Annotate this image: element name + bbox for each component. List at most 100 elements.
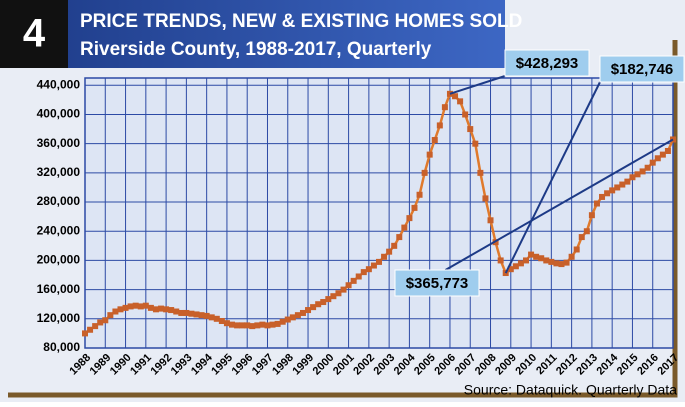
marker [325,296,332,303]
label-box [504,49,590,77]
marker [178,309,185,316]
marker [158,305,165,312]
marker [147,304,154,311]
marker [274,320,281,327]
marker [538,255,545,262]
marker [381,253,388,260]
marker [386,248,393,255]
marker [487,217,494,224]
marker [452,93,459,100]
marker [472,140,479,147]
y-tick-label: 80,000 [43,340,80,354]
marker [573,246,580,253]
marker [239,322,246,329]
marker [102,317,109,324]
marker [441,104,448,111]
marker [619,181,626,188]
marker [614,184,621,191]
label-box [599,55,685,83]
marker [578,234,585,241]
marker [132,302,139,309]
marker [467,126,474,133]
marker [421,169,428,176]
marker [345,282,352,289]
plot-area [84,77,674,349]
y-tick-label: 120,000 [37,311,81,325]
marker [406,215,413,222]
marker [365,266,372,273]
marker [649,159,656,166]
marker [269,321,276,328]
marker [507,266,514,273]
marker [457,98,464,105]
marker [548,258,555,265]
y-tick-label: 200,000 [37,253,81,267]
marker [320,299,327,306]
marker [259,321,266,328]
y-tick-label: 160,000 [37,282,81,296]
marker [163,306,170,313]
marker [523,257,529,264]
marker [97,319,104,326]
marker [229,321,235,328]
marker [244,322,251,329]
marker [168,307,175,314]
marker [553,260,560,267]
y-tick-label: 280,000 [37,194,81,208]
marker [360,269,367,276]
marker [634,171,641,178]
marker [431,137,438,144]
marker [112,308,119,315]
marker [127,303,134,310]
marker [528,251,535,258]
marker [254,322,261,329]
marker [629,174,636,181]
marker [355,273,362,280]
data-label: $182,746 [611,61,674,78]
y-tick-label: 360,000 [37,136,81,150]
marker [289,314,296,321]
marker [92,323,99,330]
marker [315,301,322,308]
marker [411,204,418,211]
marker [609,187,616,194]
badge-box [0,0,68,68]
marker [639,168,646,175]
marker [462,111,469,118]
y-tick-label: 240,000 [37,223,81,237]
marker [234,322,241,329]
marker [664,147,671,154]
marker [299,309,306,316]
marker [497,257,504,264]
marker [294,312,301,319]
marker [426,151,433,158]
marker [340,286,347,293]
chart-title: PRICE TRENDS, NEW & EXISTING HOMES SOLD [80,11,522,32]
marker [188,310,195,317]
marker [223,320,230,327]
header [0,0,505,68]
y-tick-label: 400,000 [37,107,81,121]
marker [543,257,550,264]
chart-subtitle: Riverside County, 1988-2017, Quarterly [80,39,432,60]
marker [583,228,590,235]
marker [183,309,190,316]
marker [477,169,484,176]
y-tick-label: 440,000 [37,77,81,91]
data-label: $428,293 [516,55,579,72]
marker [173,308,180,315]
marker [624,178,631,185]
marker [644,164,651,171]
marker [401,224,408,231]
marker [604,190,611,197]
marker [193,311,200,318]
source: Source: Dataquick. Quarterly Data [464,382,677,398]
marker [350,277,357,284]
marker [593,200,600,207]
marker [117,306,124,313]
marker [396,234,403,241]
data-label: $365,773 [406,275,469,292]
leader-line [504,81,601,274]
marker [249,323,256,330]
marker [599,193,606,200]
